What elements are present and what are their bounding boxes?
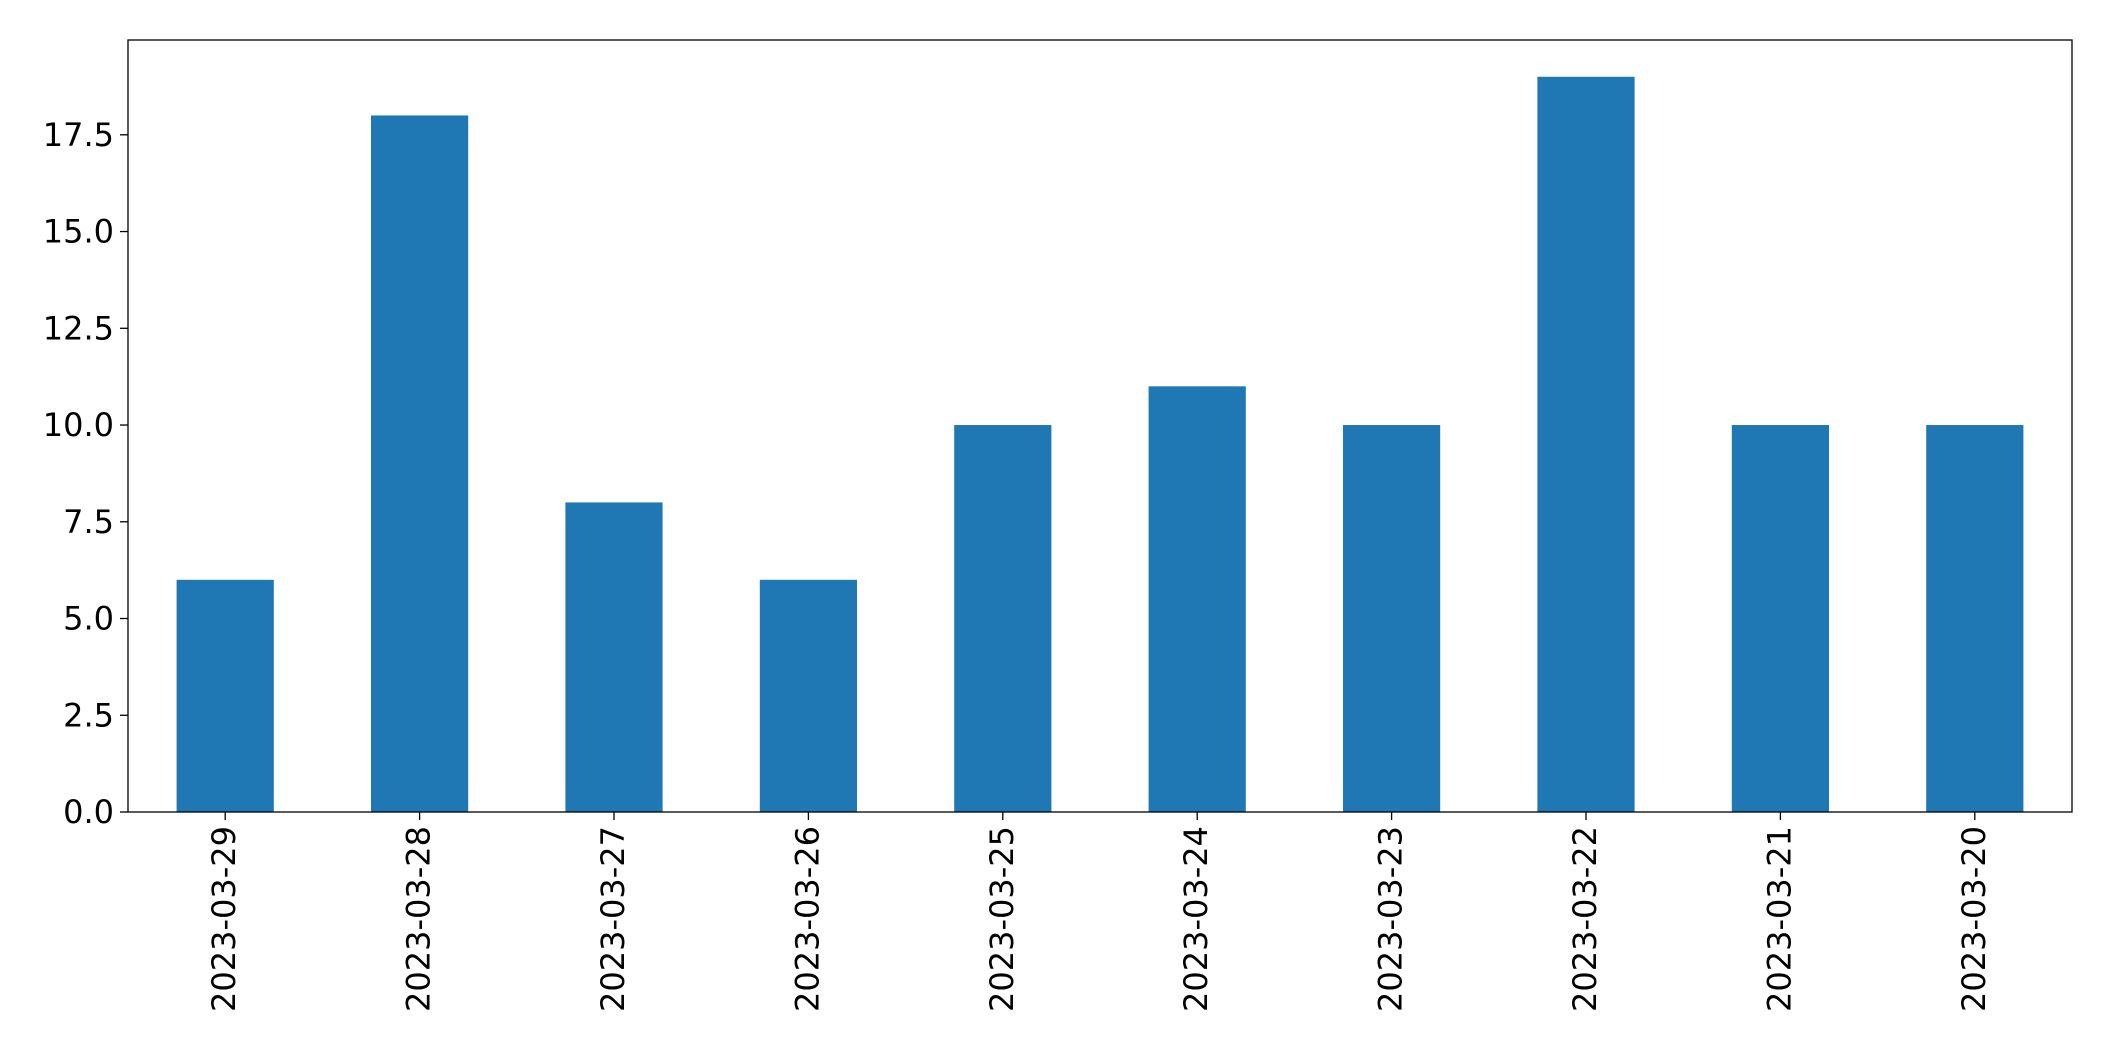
bar-2023-03-28 bbox=[371, 115, 469, 813]
x-tick-label: 2023-03-28 bbox=[400, 826, 438, 1012]
x-axis: 2023-03-29 2023-03-28 2023-03-27 2023-03-26… bbox=[205, 812, 1993, 1012]
bar-2023-03-29 bbox=[176, 579, 274, 812]
bar-2023-03-22 bbox=[1537, 76, 1635, 812]
y-tick-label: 17.5 bbox=[43, 116, 114, 154]
bar-2023-03-21 bbox=[1731, 425, 1829, 812]
x-tick-label: 2023-03-23 bbox=[1372, 826, 1410, 1012]
y-tick-label: 12.5 bbox=[43, 309, 114, 347]
x-tick-label: 2023-03-25 bbox=[983, 826, 1021, 1012]
y-axis: 0.0 2.5 5.0 7.5 10.0 12.5 15.0 17.5 bbox=[43, 116, 128, 831]
x-tick-label: 2023-03-22 bbox=[1566, 826, 1604, 1012]
bar-2023-03-23 bbox=[1343, 425, 1441, 812]
bars-group bbox=[176, 76, 2024, 813]
bar-2023-03-24 bbox=[1148, 386, 1246, 812]
x-tick-label: 2023-03-21 bbox=[1760, 826, 1798, 1012]
bar-2023-03-26 bbox=[759, 579, 857, 812]
y-tick-label: 5.0 bbox=[63, 600, 114, 638]
bar-2023-03-25 bbox=[954, 425, 1052, 812]
bar-2023-03-27 bbox=[565, 502, 663, 812]
x-tick-label: 2023-03-26 bbox=[788, 826, 826, 1012]
plot-frame bbox=[127, 39, 2073, 813]
x-tick-label: 2023-03-27 bbox=[594, 826, 632, 1012]
y-tick-label: 2.5 bbox=[63, 696, 114, 734]
y-tick-label: 10.0 bbox=[43, 406, 114, 444]
x-tick-label: 2023-03-29 bbox=[205, 826, 243, 1012]
x-tick-label: 2023-03-20 bbox=[1955, 826, 1993, 1012]
y-tick-label: 7.5 bbox=[63, 503, 114, 541]
bar-2023-03-20 bbox=[1926, 425, 2024, 812]
x-tick-label: 2023-03-24 bbox=[1177, 826, 1215, 1012]
y-tick-label: 15.0 bbox=[43, 213, 114, 251]
y-tick-label: 0.0 bbox=[63, 793, 114, 831]
